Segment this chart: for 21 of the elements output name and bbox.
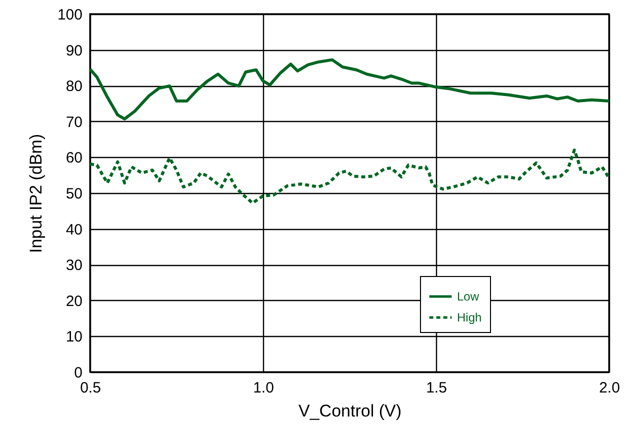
y-tick-label: 0 bbox=[74, 364, 82, 382]
x-tick-label: 1.0 bbox=[253, 380, 274, 396]
y-tick-label: 20 bbox=[66, 292, 82, 310]
y-tick-label: 40 bbox=[66, 221, 82, 238]
x-tick-label: 0.5 bbox=[80, 380, 101, 396]
x-tick-label: 1.5 bbox=[426, 380, 447, 396]
y-tick-label: 70 bbox=[66, 114, 82, 131]
x-tick-label: 2.0 bbox=[599, 380, 620, 396]
y-axis-title: Input IP2 (dBm) bbox=[26, 134, 46, 254]
y-tick-label: 90 bbox=[66, 42, 82, 60]
legend-label: High bbox=[457, 310, 482, 324]
y-tick-label: 30 bbox=[66, 257, 82, 274]
y-tick-label: 80 bbox=[66, 78, 82, 96]
line-series bbox=[88, 58, 610, 120]
y-tick-label: 100 bbox=[57, 6, 82, 24]
x-axis-title: V_Control (V) bbox=[298, 402, 402, 420]
y-tick-label: 10 bbox=[66, 328, 82, 346]
line-series bbox=[88, 148, 610, 205]
y-tick-label: 60 bbox=[66, 150, 82, 167]
y-tick-label: 50 bbox=[66, 186, 82, 202]
legend-label: Low bbox=[457, 290, 480, 304]
